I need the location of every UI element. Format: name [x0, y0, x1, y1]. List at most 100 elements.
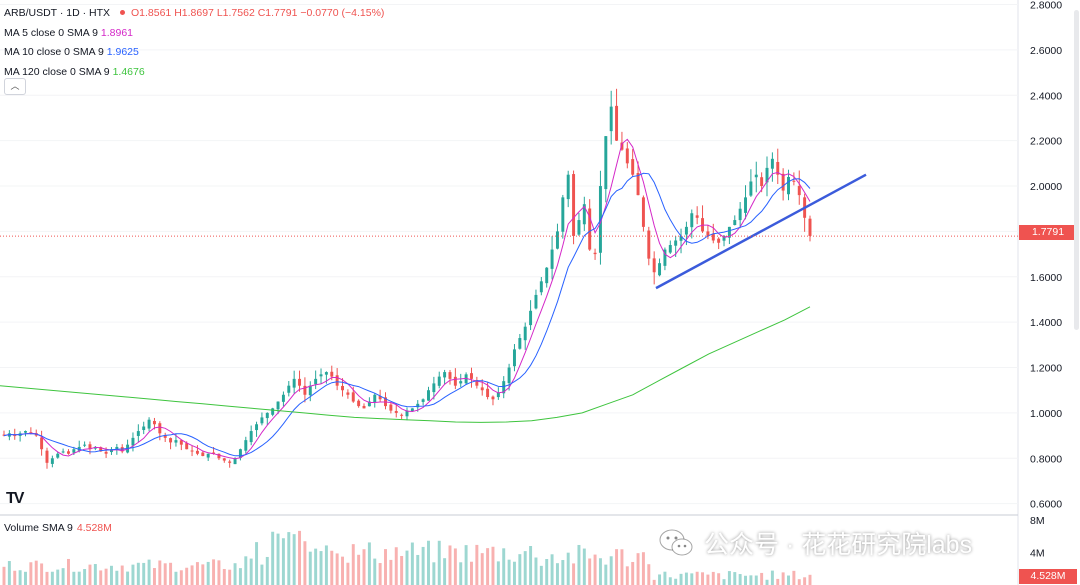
candle	[512, 349, 516, 367]
volume-bar	[744, 575, 747, 585]
volume-bar	[711, 571, 715, 585]
volume-bar	[255, 542, 259, 585]
candle	[389, 404, 393, 411]
volume-bar	[206, 561, 210, 585]
volume-bar	[115, 570, 119, 585]
candle	[292, 378, 296, 388]
price-scale-scrollbar[interactable]	[1074, 10, 1079, 330]
volume-bar	[459, 562, 463, 585]
candle	[561, 197, 565, 232]
candle	[453, 376, 457, 386]
ma10-row[interactable]: MA 10 close 0 SMA 9 1.9625	[4, 43, 384, 63]
candle	[523, 326, 527, 341]
candle	[593, 252, 597, 255]
price-tick-label: 2.2000	[1030, 136, 1062, 148]
volume-bar	[163, 563, 167, 585]
volume-bar	[663, 571, 667, 585]
volume-bar	[598, 558, 602, 585]
symbol-label[interactable]: ARB/USDT · 1D · HTX	[4, 7, 110, 19]
volume-bar	[421, 546, 425, 585]
volume-bar	[88, 564, 92, 585]
candle	[502, 381, 506, 394]
candle	[765, 167, 769, 183]
volume-bar	[615, 549, 619, 585]
volume-bar	[754, 575, 758, 585]
volume-bar	[486, 548, 490, 585]
volume-bar	[271, 531, 275, 585]
candle	[744, 197, 747, 213]
candle	[416, 403, 420, 408]
candle	[529, 310, 533, 326]
volume-bar	[185, 567, 189, 585]
volume-bar	[749, 575, 753, 585]
candle	[443, 372, 447, 378]
volume-bar	[475, 544, 479, 585]
volume-bar	[131, 564, 135, 585]
volume-bar	[491, 546, 495, 585]
candle	[647, 230, 651, 259]
candle	[330, 371, 334, 377]
volume-bar	[335, 553, 339, 585]
volume-bar	[658, 574, 662, 585]
volume-bar	[733, 572, 737, 585]
volume-tick-label: 8M	[1030, 515, 1045, 527]
volume-bar	[298, 530, 302, 585]
candle	[319, 374, 323, 377]
candle	[29, 432, 33, 434]
candle	[104, 451, 108, 454]
candle	[67, 451, 70, 454]
volume-bar	[222, 568, 226, 585]
candle	[588, 208, 592, 250]
candle	[271, 408, 275, 415]
candle	[437, 376, 441, 386]
volume-bar	[416, 554, 420, 585]
volume-bar	[341, 556, 344, 585]
candle	[50, 458, 54, 464]
ma5-row[interactable]: MA 5 close 0 SMA 9 1.8961	[4, 24, 384, 44]
volume-bar	[61, 568, 65, 585]
volume-tick-label: 4M	[1030, 547, 1045, 559]
volume-bar	[217, 560, 221, 585]
tradingview-logo[interactable]: TV	[6, 490, 25, 507]
collapse-legend-button[interactable]: ︿	[4, 78, 26, 95]
candle	[550, 249, 554, 269]
chart-legend: ARB/USDT · 1D · HTX O1.8561 H1.8697 L1.75…	[4, 4, 384, 82]
volume-bar	[281, 538, 285, 585]
volume-bar	[152, 568, 156, 585]
volume-bar	[641, 552, 645, 585]
volume-bar	[512, 561, 516, 585]
ma120-row[interactable]: MA 120 close 0 SMA 9 1.4676	[4, 63, 384, 83]
volume-bar	[427, 540, 430, 585]
volume-legend[interactable]: Volume SMA 9 4.528M	[4, 522, 112, 534]
candle	[738, 208, 742, 221]
volume-bar	[432, 562, 436, 585]
price-tick-label: 2.6000	[1030, 45, 1062, 57]
candle	[545, 267, 549, 284]
candle	[652, 258, 656, 273]
volume-bar	[83, 569, 87, 585]
candle	[754, 174, 758, 178]
volume-bar	[24, 571, 27, 585]
chevron-up-icon: ︿	[10, 81, 20, 91]
candle	[238, 449, 242, 458]
candle	[480, 387, 484, 391]
volume-bar	[72, 571, 76, 585]
candle	[13, 435, 17, 437]
candle	[61, 451, 65, 453]
volume-bar	[620, 549, 624, 585]
price-tick-label: 1.0000	[1030, 408, 1062, 420]
trendline	[655, 173, 867, 290]
candle	[727, 226, 731, 238]
candle	[432, 383, 436, 393]
candle	[185, 443, 189, 450]
volume-bar	[765, 579, 769, 585]
ohlc-change: −0.0770 (−4.15%)	[300, 7, 385, 19]
ma5-line	[3, 138, 811, 460]
volume-bar	[738, 574, 742, 585]
candle	[298, 378, 302, 386]
candle	[265, 412, 269, 419]
volume-bar	[158, 560, 162, 585]
volume-bar	[201, 564, 205, 585]
volume-bar	[550, 554, 554, 585]
